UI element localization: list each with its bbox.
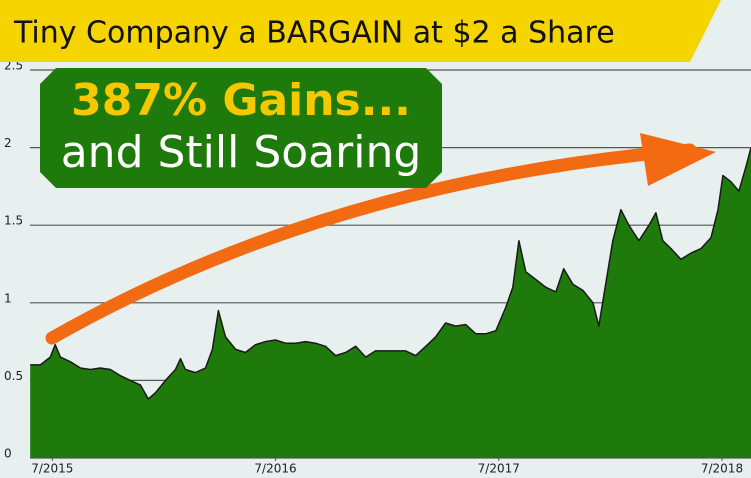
area — [30, 147, 751, 458]
x-tick-label: 7/2015 — [31, 462, 73, 476]
price-line — [30, 147, 751, 400]
y-tick-label: 2 — [4, 136, 12, 150]
y-tick-label: 1.5 — [4, 214, 23, 228]
x-tick-label: 7/2016 — [254, 462, 296, 476]
callout-box — [40, 68, 442, 188]
trend-arrow — [45, 143, 697, 345]
y-tick-label: 1 — [4, 291, 12, 305]
title-banner — [0, 0, 721, 62]
callout-subline: and Still Soaring — [61, 127, 422, 178]
x-tick-label: 7/2017 — [478, 462, 520, 476]
chart-title: Tiny Company a BARGAIN at $2 a Share — [13, 16, 615, 51]
callout-headline: 387% Gains... — [71, 75, 411, 126]
y-tick-label: 0 — [4, 447, 12, 461]
y-tick-label: 0.5 — [4, 369, 23, 383]
x-tick-label: 7/2018 — [701, 462, 743, 476]
arrow-head — [640, 133, 716, 186]
